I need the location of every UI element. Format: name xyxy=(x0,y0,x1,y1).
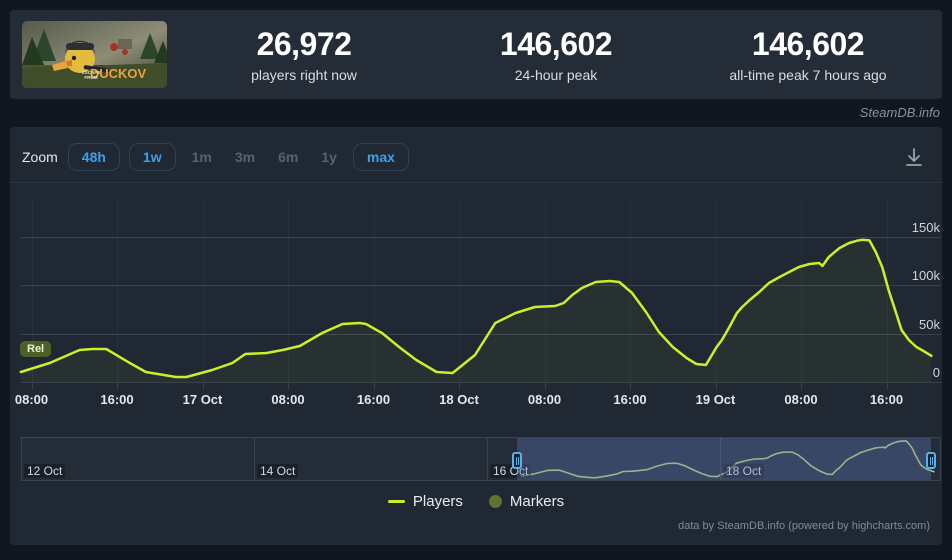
steamdb-watermark: SteamDB.info xyxy=(859,105,940,120)
svg-text:ESCAPE: ESCAPE xyxy=(82,70,101,75)
navigator-day-label: 12 Oct xyxy=(24,464,66,478)
legend-line-swatch xyxy=(387,500,405,503)
players-area-fill xyxy=(20,239,932,382)
x-tickmark xyxy=(373,383,375,389)
y-gridline-50k xyxy=(21,333,941,335)
zoom-range-button-1w[interactable]: 1w xyxy=(128,143,176,171)
x-axis-label: 19 Oct xyxy=(695,392,736,407)
game-capsule-image[interactable]: DUCKOV ESCAPE FROM xyxy=(22,21,167,88)
x-axis-line xyxy=(21,382,942,383)
zoom-toolbar: Zoom 48h 1w 1m 3m 6m 1y max xyxy=(22,141,418,173)
x-tickmark xyxy=(630,383,631,389)
highcharts-credit: data by SteamDB.info (powered by highcha… xyxy=(678,520,930,532)
download-button[interactable] xyxy=(902,145,926,169)
navigator-selected-range[interactable] xyxy=(517,438,931,480)
zoom-range-button-max[interactable]: max xyxy=(352,143,409,171)
x-axis-label: 16:00 xyxy=(869,392,904,407)
stat-alltime-peak: 146,602 all-time peak 7 hours ago xyxy=(682,10,934,99)
navigator-right-handle[interactable] xyxy=(926,452,936,469)
alltime-peak-label: all-time peak 7 hours ago xyxy=(729,67,887,83)
x-gridline xyxy=(716,197,717,382)
navigator-day-tick xyxy=(487,438,488,480)
navigator-day-label: 18 Oct xyxy=(723,464,765,478)
current-players-value: 26,972 xyxy=(256,26,352,62)
legend-label: Markers xyxy=(509,493,565,510)
download-icon xyxy=(906,148,922,166)
y-gridline-150k xyxy=(21,236,941,238)
chart-card: Zoom 48h 1w 1m 3m 6m 1y max 150k 100k 50k 0 08:00 1… xyxy=(10,127,942,545)
legend-circle-swatch xyxy=(488,495,502,508)
zoom-range-button-6m[interactable]: 6m xyxy=(271,144,305,170)
y-axis-label: 150k xyxy=(911,219,940,235)
x-tickmark xyxy=(288,383,289,389)
24h-peak-value: 146,602 xyxy=(499,26,613,62)
legend-item-markers[interactable]: Markers xyxy=(488,493,565,510)
x-axis-label: 08:00 xyxy=(784,392,818,407)
y-gridline-100k xyxy=(21,285,941,286)
x-gridline xyxy=(459,197,460,382)
legend-item-players[interactable]: Players xyxy=(387,493,463,510)
y-axis-label: 50k xyxy=(919,316,940,332)
x-axis-label: 17 Oct xyxy=(182,392,223,407)
zoom-range-button-48h[interactable]: 48h xyxy=(67,143,120,171)
navigator-day-label: 14 Oct xyxy=(257,464,299,478)
x-axis-label: 08:00 xyxy=(271,392,305,407)
players-chart xyxy=(19,238,935,479)
alltime-peak-value: 146,602 xyxy=(751,26,865,62)
x-tickmark xyxy=(202,383,204,389)
x-tickmark xyxy=(544,383,546,389)
header-card: DUCKOV ESCAPE FROM 26,972 players right … xyxy=(10,10,942,99)
x-tickmark xyxy=(31,383,33,389)
x-tickmark xyxy=(459,383,460,389)
24h-peak-label: 24-hour peak xyxy=(514,67,598,83)
navigator-day-tick xyxy=(254,438,255,480)
navigator-left-handle[interactable] xyxy=(512,452,522,469)
player-stats: 26,972 players right now 146,602 24-hour… xyxy=(178,10,934,99)
x-tickmark xyxy=(886,383,888,389)
x-axis-label: 16:00 xyxy=(613,392,647,407)
x-gridline xyxy=(203,197,204,382)
x-axis-label: 18 Oct xyxy=(439,392,479,407)
x-gridline xyxy=(801,197,802,382)
x-gridline xyxy=(887,197,888,382)
zoom-range-button-1m[interactable]: 1m xyxy=(185,144,219,170)
x-gridline xyxy=(288,197,289,382)
x-axis-label: 16:00 xyxy=(356,392,391,407)
zoom-range-button-1y[interactable]: 1y xyxy=(314,144,344,170)
x-gridline xyxy=(374,197,375,382)
y-axis-label: 0 xyxy=(932,365,940,380)
x-axis-label: 16:00 xyxy=(100,392,134,407)
x-axis-label: 08:00 xyxy=(527,392,562,407)
x-tickmark xyxy=(715,383,717,389)
x-gridline xyxy=(117,197,118,382)
svg-text:FROM: FROM xyxy=(84,75,97,80)
chart-legend: Players Markers xyxy=(10,493,942,510)
navigator-day-tick xyxy=(720,438,721,480)
zoom-range-button-3m[interactable]: 3m xyxy=(228,144,262,170)
navigator-track[interactable] xyxy=(21,437,941,481)
capsule-title-text: DUCKOV xyxy=(90,66,147,81)
x-gridline xyxy=(545,197,546,382)
stat-current-players: 26,972 players right now xyxy=(178,10,430,99)
x-axis-label: 08:00 xyxy=(14,392,49,407)
x-tickmark xyxy=(117,383,118,389)
game-capsule-art: DUCKOV ESCAPE FROM xyxy=(22,21,167,88)
zoom-label: Zoom xyxy=(22,149,58,165)
toolbar-divider xyxy=(10,182,942,183)
players-line xyxy=(19,238,933,379)
legend-label: Players xyxy=(412,493,463,510)
stat-24h-peak: 146,602 24-hour peak xyxy=(430,10,682,99)
current-players-label: players right now xyxy=(251,67,357,83)
zoom-buttons: 48h 1w 1m 3m 6m 1y max xyxy=(67,143,418,171)
release-marker-badge[interactable]: Rel xyxy=(20,341,52,357)
x-tickmark xyxy=(801,383,802,389)
y-axis-label: 100k xyxy=(911,268,940,283)
x-gridline xyxy=(630,197,631,382)
